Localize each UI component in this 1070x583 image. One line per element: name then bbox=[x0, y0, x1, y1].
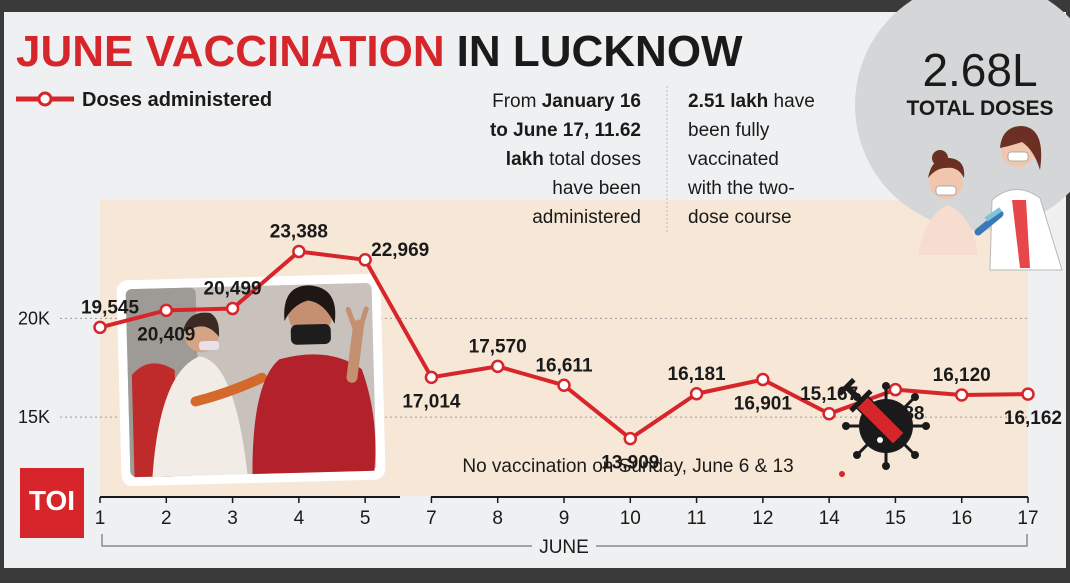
info-text-segment: have been bbox=[552, 178, 641, 199]
total-badge bbox=[855, 0, 1070, 230]
data-point bbox=[557, 378, 571, 393]
data-point bbox=[623, 431, 638, 446]
info-text-segment: to June 17, 11.62 bbox=[490, 120, 641, 141]
x-tick-label: 10 bbox=[620, 508, 641, 529]
x-tick-label: 17 bbox=[1017, 508, 1038, 529]
data-label: 16,162 bbox=[1004, 408, 1062, 429]
info-text-segment: with the two- bbox=[687, 178, 795, 199]
data-point bbox=[159, 303, 174, 318]
data-point bbox=[888, 382, 903, 397]
data-label: 20,409 bbox=[137, 324, 195, 345]
total-label: TOTAL DOSES bbox=[906, 97, 1053, 120]
info-text-segment: From bbox=[492, 91, 542, 112]
data-label: 20,499 bbox=[204, 279, 262, 300]
x-tick-label: 5 bbox=[360, 508, 371, 529]
x-tick-label: 16 bbox=[951, 508, 972, 529]
chart-title: JUNE VACCINATION IN LUCKNOW bbox=[16, 27, 743, 76]
series-doses-administered bbox=[93, 244, 1035, 446]
data-label: 17,014 bbox=[402, 391, 461, 412]
brand-badge bbox=[20, 468, 84, 538]
info-text-segment: vaccinated bbox=[688, 149, 779, 170]
data-point bbox=[292, 244, 306, 259]
x-tick-label: 4 bbox=[294, 508, 305, 529]
data-label: 19,545 bbox=[81, 297, 140, 318]
x-tick-label: 9 bbox=[559, 508, 570, 529]
x-tick-label: 14 bbox=[819, 508, 841, 529]
data-point bbox=[756, 372, 770, 387]
data-point bbox=[424, 370, 439, 385]
data-label: 16,611 bbox=[535, 355, 592, 376]
data-label: 16,901 bbox=[734, 394, 793, 415]
doctor-patient-illustration bbox=[918, 126, 1063, 271]
info-text-segment: total doses bbox=[544, 149, 641, 170]
info-text-segment: administered bbox=[532, 207, 641, 228]
data-label: 22,969 bbox=[371, 240, 429, 261]
info-note-left: From January 16 to June 17, 11.62 lakh tot… bbox=[490, 91, 641, 228]
data-label: 16,120 bbox=[933, 365, 991, 386]
x-tick-label: 8 bbox=[492, 508, 503, 529]
brand-logo: TOI bbox=[29, 485, 75, 516]
syringe-virus-icon bbox=[837, 377, 930, 477]
info-text-segment: been fully bbox=[688, 120, 770, 141]
data-point bbox=[93, 320, 107, 335]
info-text-segment: January 16 bbox=[542, 91, 641, 112]
y-tick-label: 20K bbox=[18, 308, 50, 328]
x-tick-label: 12 bbox=[752, 508, 773, 529]
data-label: 13,909 bbox=[601, 453, 659, 474]
info-text-segment: have bbox=[768, 91, 814, 112]
y-axis: 20K 15K bbox=[18, 308, 50, 427]
data-point bbox=[822, 407, 836, 421]
info-text-segment: lakh bbox=[506, 149, 544, 170]
x-axis-bracket bbox=[101, 534, 1028, 547]
x-tick-label: 3 bbox=[227, 508, 238, 529]
data-point bbox=[490, 359, 505, 374]
total-value: 2.68L bbox=[922, 44, 1037, 96]
legend-marker bbox=[37, 91, 53, 107]
data-point bbox=[225, 301, 240, 316]
info-text-segment: 2.51 lakh bbox=[688, 91, 768, 112]
data-point bbox=[358, 253, 372, 267]
data-point bbox=[689, 387, 704, 401]
legend: Doses administered bbox=[16, 89, 272, 111]
footnote: No vaccination on Sunday, June 6 & 13 bbox=[462, 456, 793, 477]
data-label: 16,181 bbox=[668, 364, 727, 385]
x-tick-label: 7 bbox=[426, 508, 437, 529]
data-point bbox=[1021, 387, 1035, 401]
data-label: 17,570 bbox=[469, 336, 527, 357]
data-point bbox=[954, 388, 969, 402]
vaccination-photo bbox=[116, 273, 386, 487]
x-tick-label: 1 bbox=[95, 508, 106, 529]
legend-label: Doses administered bbox=[82, 89, 272, 111]
info-note-right: 2.51 lakh have been fully vaccinated with t… bbox=[687, 91, 815, 228]
data-labels: 19,545 20,409 20,499 23,388 22,969 17,014 17,5… bbox=[81, 222, 1062, 474]
x-tick-label: 11 bbox=[687, 508, 707, 529]
x-axis-title: JUNE bbox=[539, 537, 589, 558]
x-tick-label: 2 bbox=[161, 508, 172, 529]
x-tick-label: 15 bbox=[885, 508, 906, 529]
data-label: 23,388 bbox=[270, 222, 328, 243]
y-tick-label: 15K bbox=[18, 407, 50, 427]
info-text-segment: dose course bbox=[688, 207, 792, 228]
